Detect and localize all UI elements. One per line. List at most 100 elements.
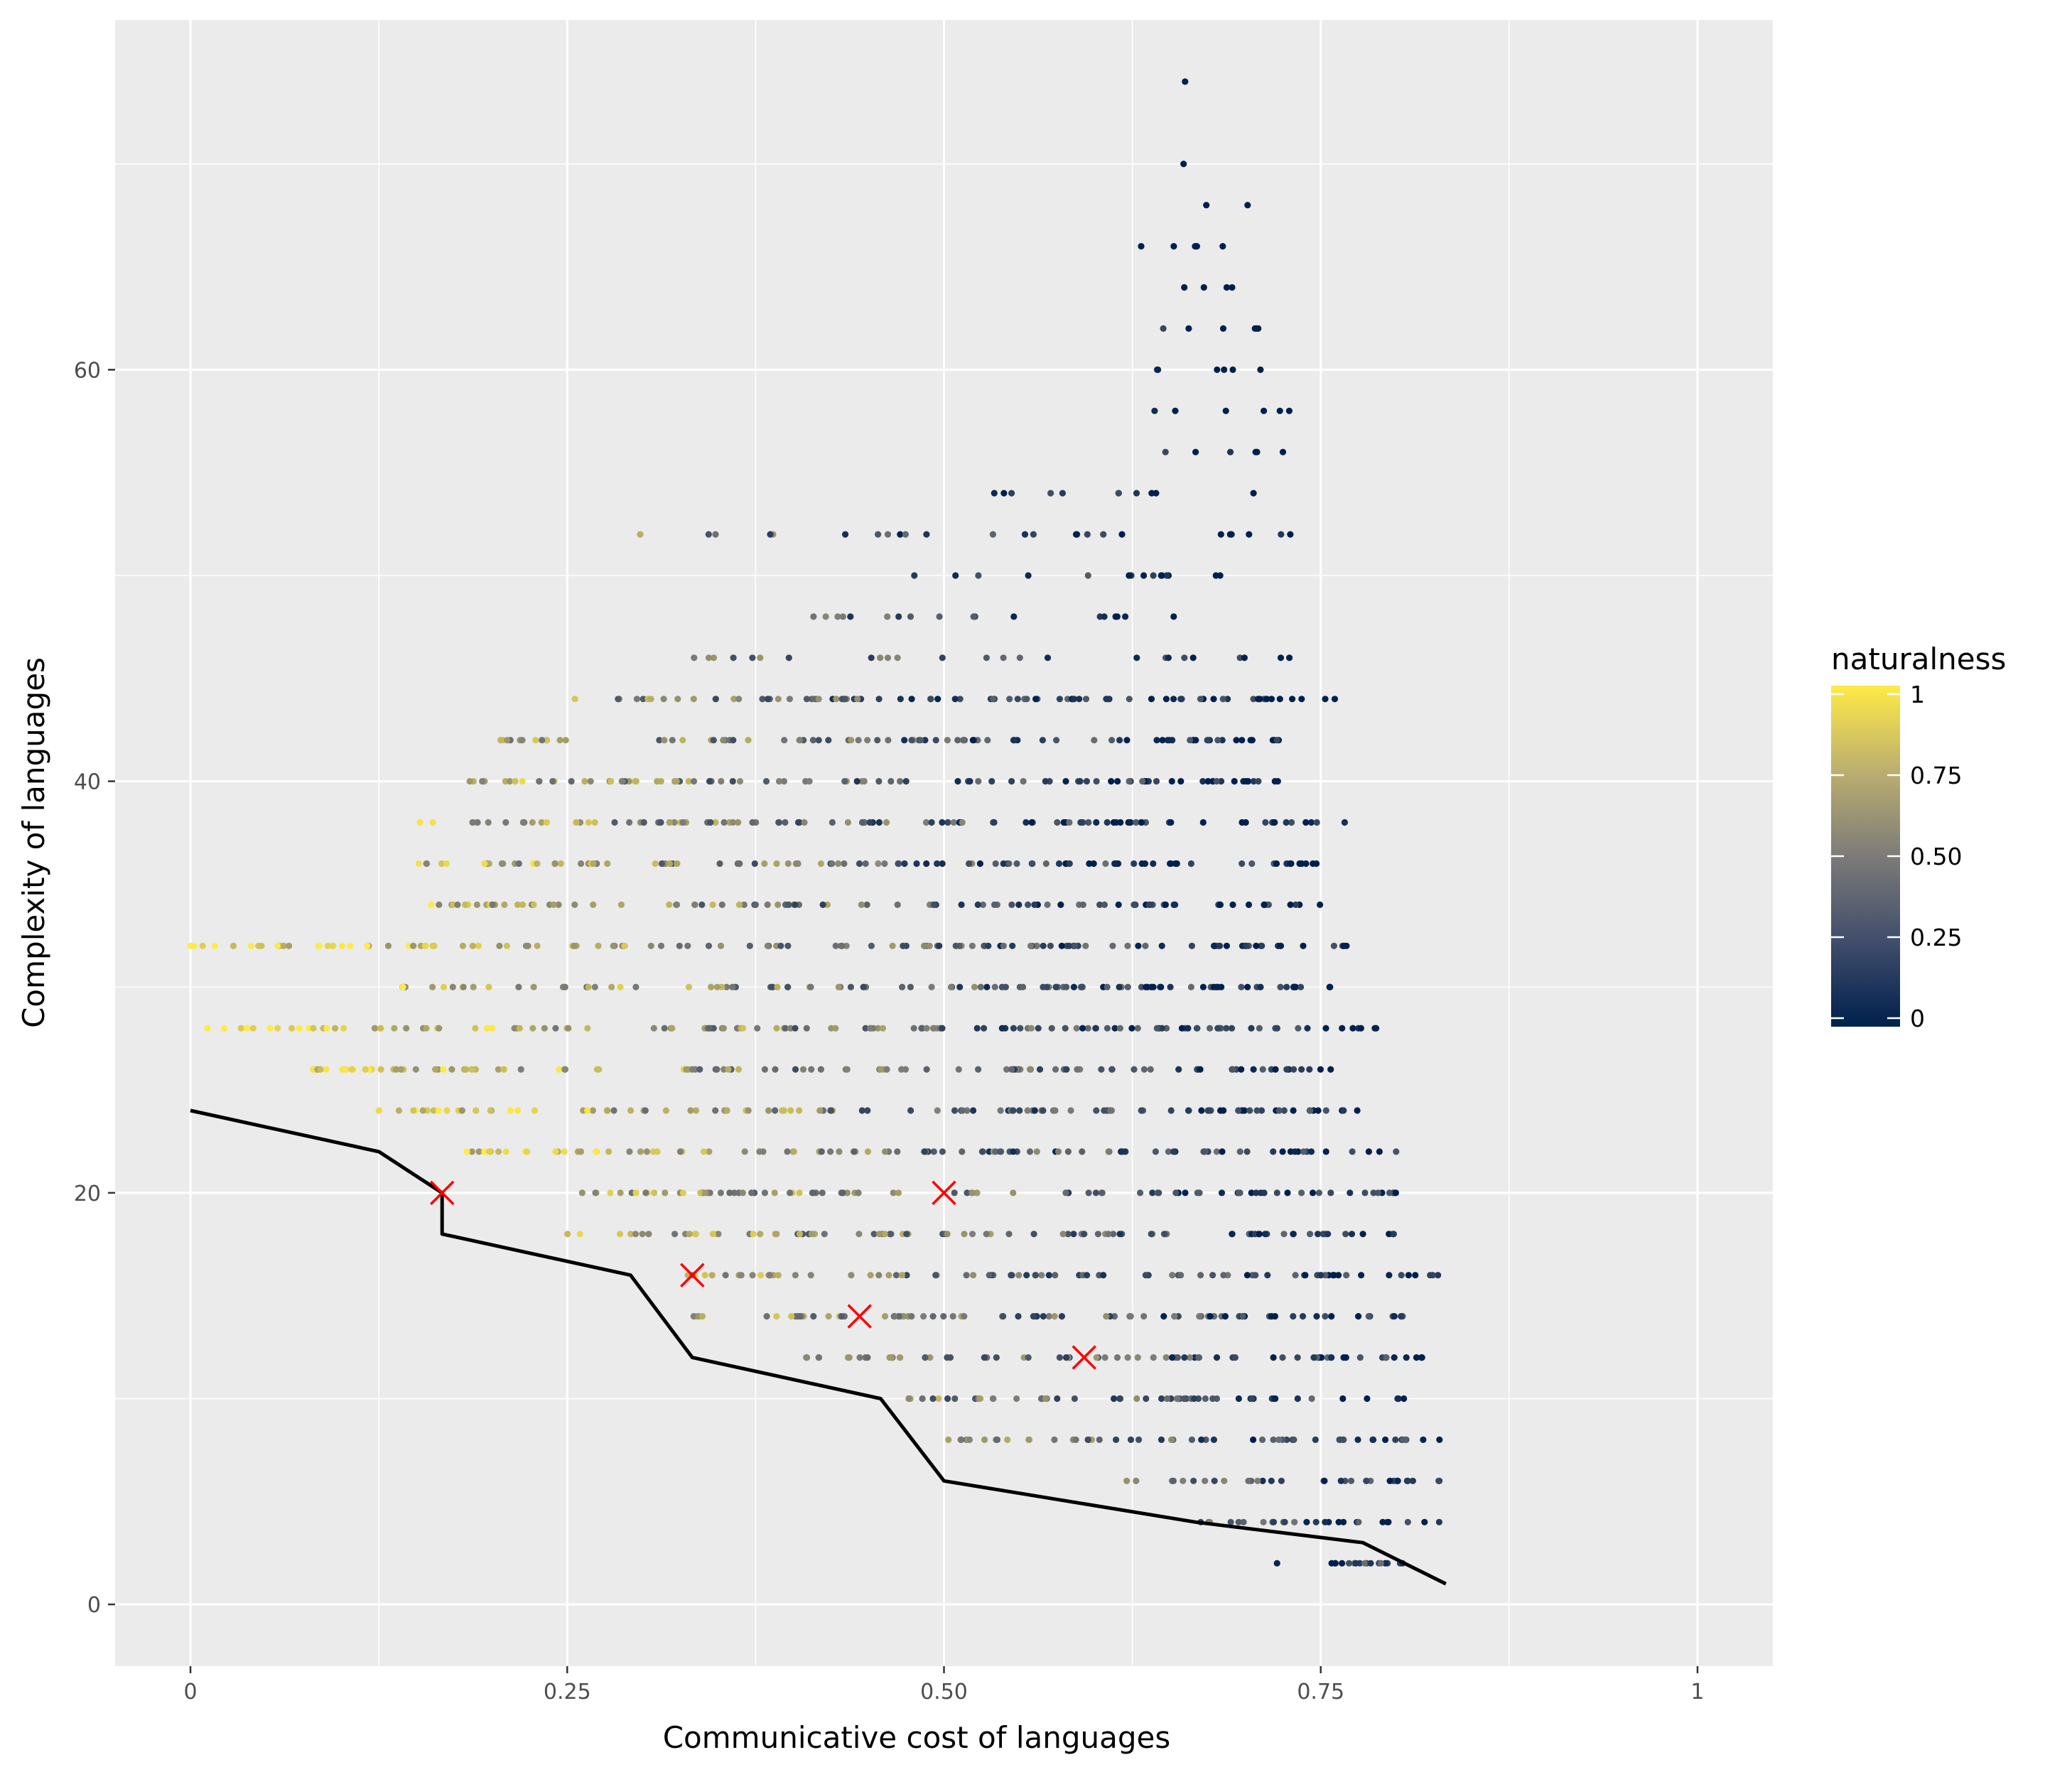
scatter-point <box>1383 1354 1390 1361</box>
scatter-point <box>657 819 664 826</box>
scatter-point <box>1294 1395 1301 1403</box>
scatter-point <box>1158 1395 1165 1403</box>
scatter-point <box>1202 1436 1209 1443</box>
scatter-point <box>1354 1436 1361 1443</box>
scatter-point <box>970 1107 977 1114</box>
scatter-point <box>968 1231 976 1238</box>
scatter-point <box>1054 819 1061 826</box>
scatter-point <box>836 1148 843 1155</box>
scatter-point <box>930 1148 937 1155</box>
scatter-point <box>949 1313 956 1320</box>
scatter-point <box>936 613 943 620</box>
scatter-point <box>1403 1354 1410 1361</box>
scatter-point <box>1178 696 1185 703</box>
scatter-point <box>1047 942 1054 949</box>
scatter-point <box>722 1272 729 1279</box>
scatter-point <box>573 819 580 826</box>
scatter-point <box>1101 1354 1108 1361</box>
scatter-point <box>1124 983 1131 990</box>
scatter-point <box>1152 1148 1159 1155</box>
scatter-point <box>485 983 492 990</box>
scatter-point <box>607 1189 614 1196</box>
scatter-point <box>1401 1395 1408 1403</box>
scatter-point <box>1279 1354 1286 1361</box>
scatter-point <box>514 901 522 908</box>
scatter-point <box>794 860 802 868</box>
scatter-point <box>921 942 928 949</box>
scatter-point <box>790 1148 797 1155</box>
scatter-point <box>867 1025 874 1032</box>
scatter-point <box>512 778 519 785</box>
scatter-point <box>1273 1189 1280 1196</box>
x-tick-label: 0 <box>183 1680 197 1705</box>
scatter-point <box>866 819 873 826</box>
scatter-point <box>1290 1436 1297 1443</box>
scatter-point <box>1207 1313 1214 1320</box>
scatter-point <box>693 1107 700 1114</box>
scatter-point <box>1105 1231 1112 1238</box>
legend-label: 0.75 <box>1910 762 1962 789</box>
scatter-point <box>824 901 831 908</box>
scatter-point <box>735 901 743 908</box>
scatter-point <box>1112 613 1119 620</box>
scatter-point <box>1235 1518 1242 1525</box>
scatter-point <box>1248 1395 1256 1403</box>
scatter-point <box>864 737 871 744</box>
scatter-point <box>1117 819 1124 826</box>
scatter-point <box>977 983 984 990</box>
scatter-point <box>673 901 681 908</box>
scatter-point <box>323 1025 330 1032</box>
scatter-point <box>810 1313 817 1320</box>
scatter-point <box>708 983 715 990</box>
scatter-point <box>883 1066 890 1073</box>
scatter-point <box>1090 860 1097 868</box>
scatter-point <box>1187 983 1194 990</box>
scatter-point <box>1261 407 1268 414</box>
scatter-point <box>470 983 477 990</box>
scatter-point <box>1140 1066 1148 1073</box>
scatter-point <box>885 737 892 744</box>
scatter-point <box>1015 901 1022 908</box>
scatter-point <box>690 778 698 785</box>
scatter-point <box>803 696 810 703</box>
scatter-point <box>1287 901 1294 908</box>
scatter-point <box>864 1107 871 1114</box>
scatter-point <box>707 819 714 826</box>
scatter-point <box>679 1189 687 1196</box>
scatter-point <box>1188 1436 1195 1443</box>
scatter-point <box>1286 654 1293 661</box>
scatter-point <box>1000 942 1007 949</box>
scatter-point <box>1337 1436 1344 1443</box>
scatter-point <box>556 1066 563 1073</box>
scatter-point <box>1047 490 1054 497</box>
scatter-point <box>1040 942 1047 949</box>
scatter-point <box>803 1025 810 1032</box>
legend-title: naturalness <box>1831 642 2006 676</box>
scatter-point <box>689 1066 696 1073</box>
x-tick-label: 0.50 <box>920 1680 968 1705</box>
scatter-point <box>930 1025 938 1032</box>
scatter-point <box>706 778 713 785</box>
scatter-point <box>595 1066 603 1073</box>
scatter-point <box>894 901 901 908</box>
scatter-point <box>939 860 946 868</box>
scatter-point <box>237 1025 244 1032</box>
highlight-marker <box>1072 1345 1096 1370</box>
scatter-point <box>1029 860 1036 868</box>
scatter-point <box>1143 1395 1150 1403</box>
scatter-point <box>964 1107 971 1114</box>
highlight-markers <box>429 1180 1096 1370</box>
scatter-point <box>1317 1066 1324 1073</box>
scatter-point <box>1385 1518 1392 1525</box>
scatter-point <box>632 778 640 785</box>
scatter-point <box>1212 572 1219 579</box>
legend-label: 0.50 <box>1910 843 1962 870</box>
scatter-point <box>993 1436 1001 1443</box>
scatter-point <box>1189 654 1197 661</box>
scatter-point <box>1025 901 1032 908</box>
scatter-point <box>1242 819 1249 826</box>
scatter-point <box>1373 1025 1380 1032</box>
scatter-point <box>412 1066 419 1073</box>
scatter-point <box>829 860 836 868</box>
scatter-point <box>687 1107 694 1114</box>
